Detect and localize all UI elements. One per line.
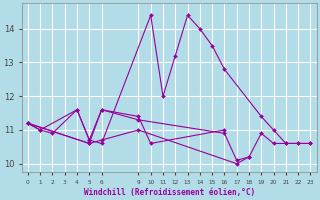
X-axis label: Windchill (Refroidissement éolien,°C): Windchill (Refroidissement éolien,°C) — [84, 188, 255, 197]
